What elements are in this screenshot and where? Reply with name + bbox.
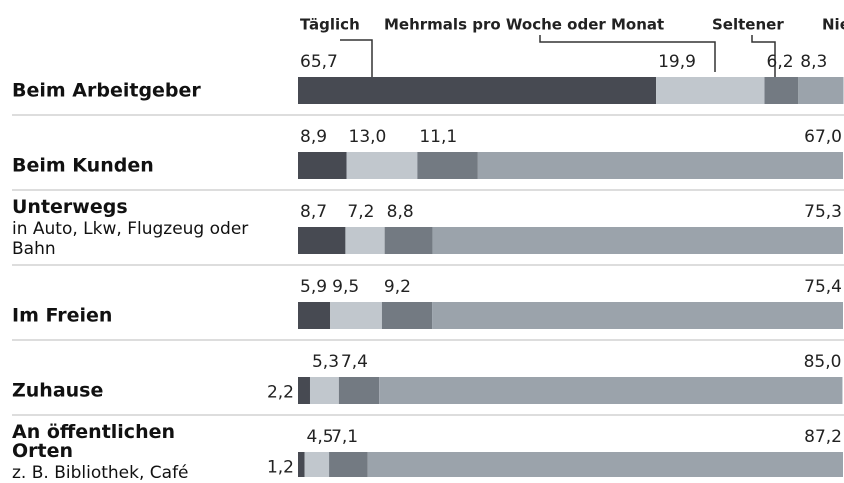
category-subtitle: z. B. Bibliothek, Café [12,463,189,483]
category-label: Beim Kunden [12,156,227,175]
value-label: 5,9 [300,277,327,297]
value-label: 7,2 [347,202,374,222]
category-title: Im Freien [12,304,113,326]
category-label: Unterwegs in Auto, Lkw, Flugzeug oder Bah… [12,196,260,260]
leader-lines [340,35,776,90]
value-label: 5,3 [312,352,339,372]
bar-segment [329,452,368,477]
category-label: Zuhause [12,381,227,400]
value-label: 2,2 [267,383,294,403]
bar-segment [764,77,799,104]
leader-line [751,35,776,90]
legend-entry: Nie [822,16,844,34]
bar-segment [298,302,331,329]
value-label: 8,7 [300,202,327,222]
bar-segment [298,377,310,404]
bar-segment [298,227,346,254]
bar-segment [798,77,844,104]
bar-segment [432,302,843,329]
value-label: 4,5 [307,427,334,447]
leader-line [340,39,373,90]
category-subtitle: in Auto, Lkw, Flugzeug oder Bahn [12,219,249,259]
category-title: An öffentlichen Orten [12,421,176,462]
bar-segment [330,302,382,329]
bar-segment [309,377,339,404]
category-label: Beim Arbeitgeber [12,81,227,100]
bar-segment [346,152,418,179]
bar-segment [379,377,843,404]
category-title: Unterwegs [12,196,128,218]
value-label: 75,4 [804,277,842,297]
bar-segment [367,452,843,477]
value-label: 11,1 [419,127,457,147]
bar-segment [656,77,765,104]
bar-segment [381,302,433,329]
bar-segment [345,227,385,254]
value-label: 85,0 [804,352,842,372]
value-label: 65,7 [300,52,338,72]
value-label: 8,9 [300,127,327,147]
bar-segment [304,452,330,477]
bar-segment [298,452,305,477]
value-label: 19,9 [658,52,696,72]
value-label: 9,5 [332,277,359,297]
bar-segment [477,152,843,179]
category-label: Im Freien [12,306,227,325]
bar-segment [298,77,657,104]
bar-segment [298,152,347,179]
value-label: 6,2 [767,52,794,72]
category-label: An öffentlichen Orten z. B. Bibliothek, C… [12,423,260,483]
value-label: 9,2 [384,277,411,297]
leader-line [539,35,716,72]
value-label: 8,3 [800,52,827,72]
bar-segment [432,227,843,254]
value-label: 8,8 [387,202,414,222]
bar-segment [384,227,433,254]
bar-segment [417,152,478,179]
value-label: 75,3 [804,202,842,222]
value-label: 87,2 [804,427,842,447]
legend-entry: Mehrmals pro Woche oder Monat [384,16,664,34]
value-label: 67,0 [804,127,842,147]
value-label: 7,4 [341,352,368,372]
value-label: 7,1 [331,427,358,447]
bar-segment [338,377,380,404]
category-title: Beim Kunden [12,154,154,176]
value-label: 1,2 [267,458,294,478]
value-label: 13,0 [349,127,387,147]
category-title: Beim Arbeitgeber [12,79,201,101]
legend-entry: Seltener [712,16,784,34]
category-title: Zuhause [12,379,104,401]
legend-entry: Täglich [300,16,360,34]
